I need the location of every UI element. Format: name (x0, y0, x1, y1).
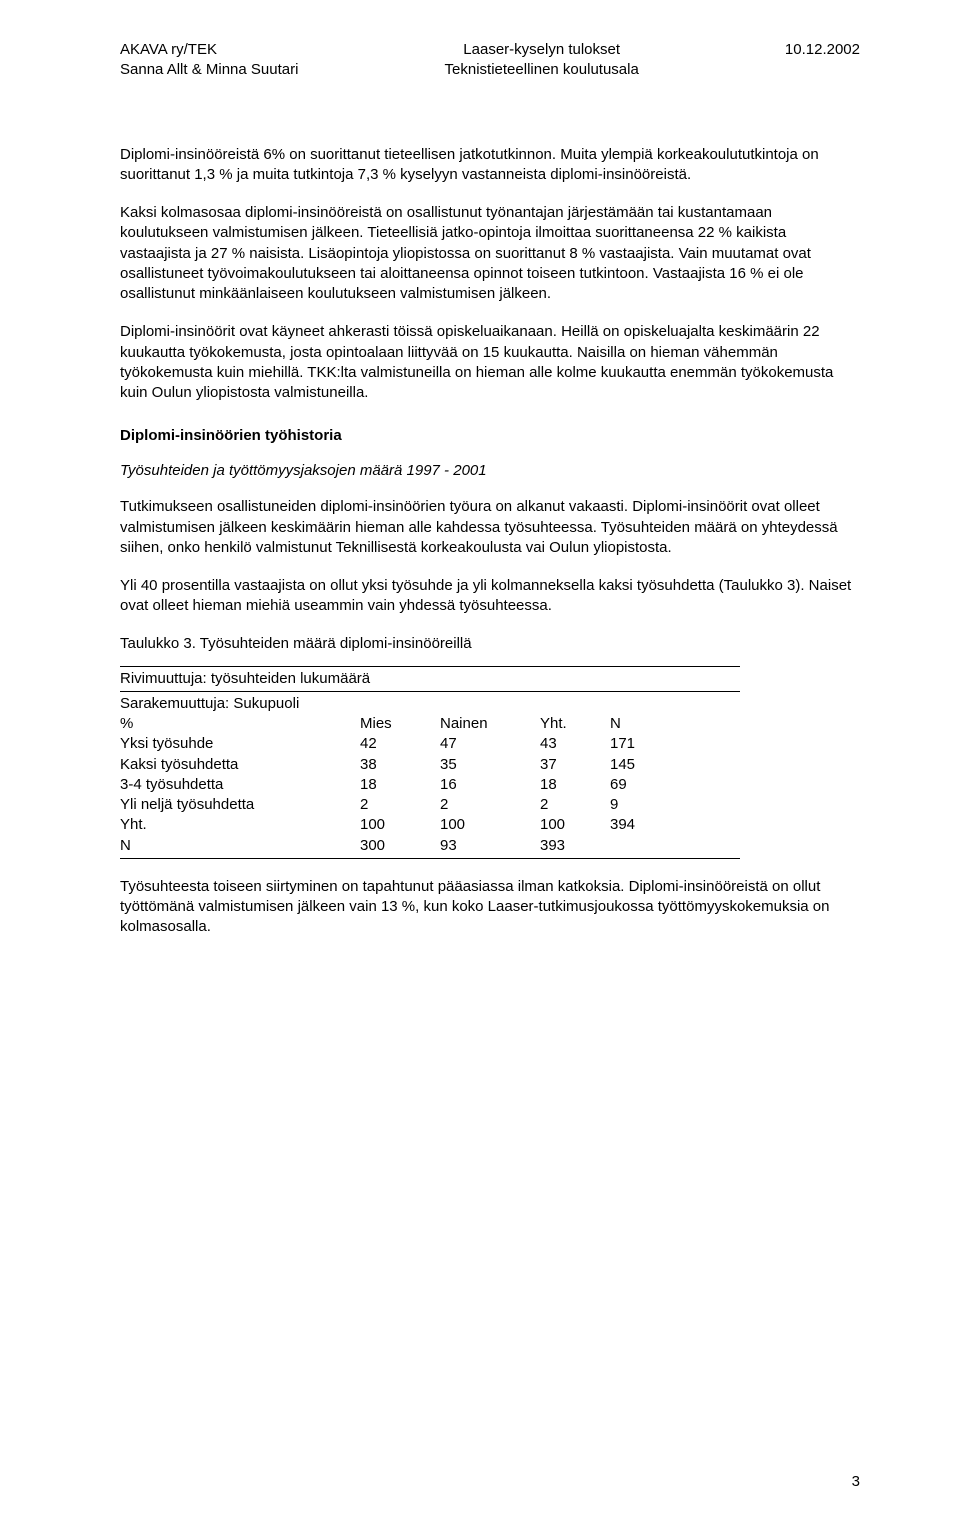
table-cell: 2 (540, 795, 610, 815)
table-cell: 145 (610, 755, 670, 775)
table-cell: 47 (440, 734, 540, 754)
table-cell: 93 (440, 836, 540, 856)
table-row: Kaksi työsuhdetta 38 35 37 145 (120, 755, 860, 775)
table-row: Yksi työsuhde 42 47 43 171 (120, 734, 860, 754)
table-cell: 18 (540, 775, 610, 795)
table-cell: 35 (440, 755, 540, 775)
table-cell: 100 (540, 815, 610, 835)
table-rowvar-text: Rivimuuttuja: työsuhteiden lukumäärä (120, 669, 740, 689)
table-rule-mid1 (120, 691, 740, 692)
section-title: Diplomi-insinöörien työhistoria (120, 427, 860, 444)
table: Rivimuuttuja: työsuhteiden lukumäärä Sar… (120, 666, 860, 859)
paragraph-3: Diplomi-insinöörit ovat käyneet ahkerast… (120, 322, 860, 403)
table-cell: 300 (360, 836, 440, 856)
table-cell: 171 (610, 734, 670, 754)
table-header-row: % Mies Nainen Yht. N (120, 714, 860, 734)
paragraph-5: Yli 40 prosentilla vastaajista on ollut … (120, 576, 860, 617)
table-row: N 300 93 393 (120, 836, 860, 856)
page: AKAVA ry/TEK Sanna Allt & Minna Suutari … (0, 0, 960, 1520)
table-header-mies: Mies (360, 714, 440, 734)
table-cell: Kaksi työsuhdetta (120, 755, 360, 775)
page-number: 3 (852, 1473, 860, 1490)
page-header: AKAVA ry/TEK Sanna Allt & Minna Suutari … (120, 40, 860, 81)
table-cell: 16 (440, 775, 540, 795)
paragraph-2: Kaksi kolmasosaa diplomi-insinööreistä o… (120, 203, 860, 304)
table-rule-bottom (120, 858, 740, 859)
header-center: Laaser-kyselyn tulokset Teknistieteellin… (445, 40, 639, 81)
table-cell: 2 (440, 795, 540, 815)
table-header-yht: Yht. (540, 714, 610, 734)
table-cell: Yht. (120, 815, 360, 835)
table-cell: 393 (540, 836, 610, 856)
table-caption: Taulukko 3. Työsuhteiden määrä diplomi-i… (120, 635, 860, 652)
table-cell: 2 (360, 795, 440, 815)
table-row: 3-4 työsuhdetta 18 16 18 69 (120, 775, 860, 795)
table-header-pct: % (120, 714, 360, 734)
table-cell (610, 836, 670, 856)
table-cell: 38 (360, 755, 440, 775)
table-cell: 37 (540, 755, 610, 775)
table-cell: 42 (360, 734, 440, 754)
table-cell: 100 (360, 815, 440, 835)
table-cell: 9 (610, 795, 670, 815)
table-rule-top (120, 666, 740, 667)
paragraph-4: Tutkimukseen osallistuneiden diplomi-ins… (120, 497, 860, 558)
section-subtitle: Työsuhteiden ja työttömyysjaksojen määrä… (120, 462, 860, 479)
header-right: 10.12.2002 (785, 40, 860, 81)
table-cell: 100 (440, 815, 540, 835)
table-cell: 18 (360, 775, 440, 795)
table-cell: Yksi työsuhde (120, 734, 360, 754)
table-cell: 43 (540, 734, 610, 754)
table-cell: 69 (610, 775, 670, 795)
table-cell: N (120, 836, 360, 856)
table-colvar: Sarakemuuttuja: Sukupuoli (120, 694, 860, 714)
paragraph-1: Diplomi-insinööreistä 6% on suorittanut … (120, 145, 860, 186)
table-header-nainen: Nainen (440, 714, 540, 734)
table-colvar-text: Sarakemuuttuja: Sukupuoli (120, 694, 740, 714)
table-row: Yht. 100 100 100 394 (120, 815, 860, 835)
table-row: Yli neljä työsuhdetta 2 2 2 9 (120, 795, 860, 815)
table-rowvar: Rivimuuttuja: työsuhteiden lukumäärä (120, 669, 860, 689)
table-header-n: N (610, 714, 670, 734)
header-left: AKAVA ry/TEK Sanna Allt & Minna Suutari (120, 40, 298, 81)
table-cell: 394 (610, 815, 670, 835)
table-cell: 3-4 työsuhdetta (120, 775, 360, 795)
paragraph-6: Työsuhteesta toiseen siirtyminen on tapa… (120, 877, 860, 938)
table-cell: Yli neljä työsuhdetta (120, 795, 360, 815)
